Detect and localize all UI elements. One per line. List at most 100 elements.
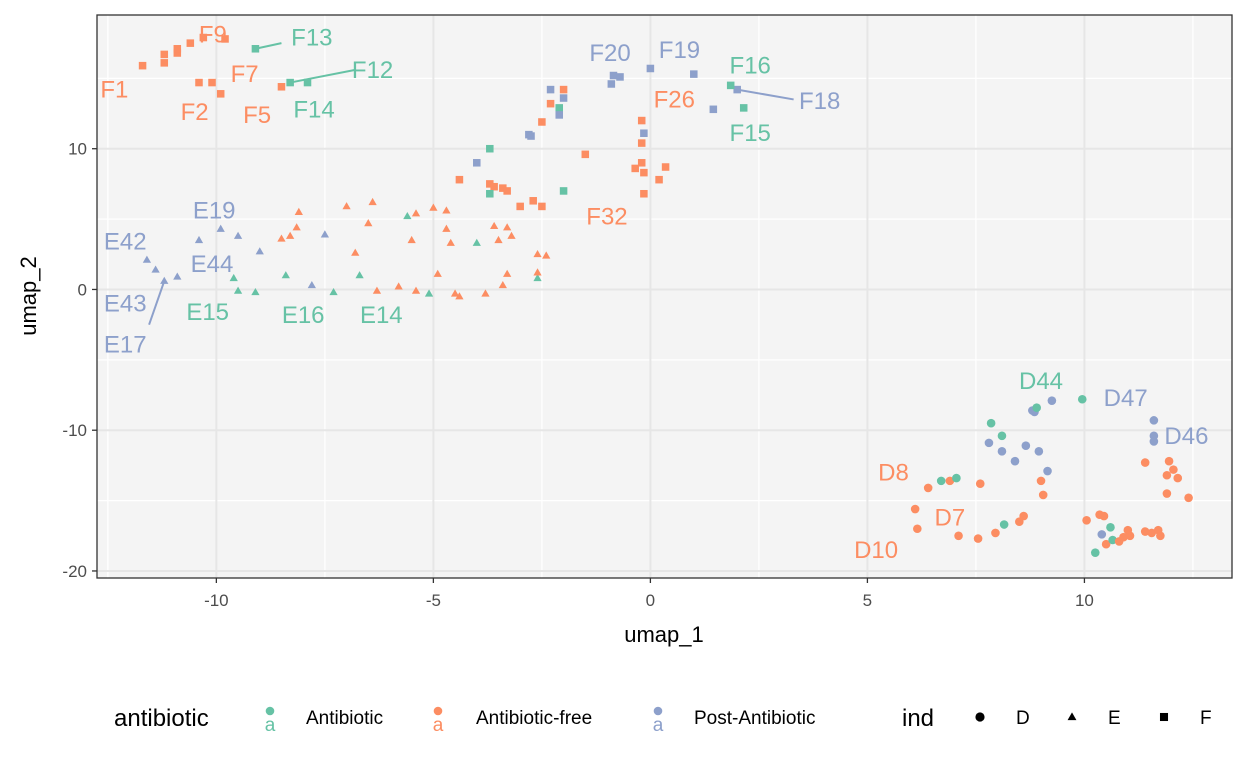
data-point-d bbox=[913, 524, 922, 534]
point-label: D10 bbox=[854, 537, 898, 564]
data-point-d bbox=[923, 483, 933, 493]
data-point-f bbox=[637, 159, 646, 167]
legend-color-label: Antibiotic bbox=[306, 708, 383, 729]
data-point-d bbox=[999, 520, 1009, 529]
data-point-d bbox=[1162, 470, 1172, 480]
data-point-f bbox=[690, 70, 698, 78]
data-point-f bbox=[286, 78, 294, 87]
data-point-d bbox=[1149, 416, 1159, 425]
legend-shape-entries: D E F bbox=[975, 708, 1212, 729]
point-label: F15 bbox=[730, 120, 771, 147]
data-point-d bbox=[1108, 535, 1117, 545]
point-label: F18 bbox=[799, 88, 840, 115]
data-points bbox=[138, 33, 1193, 557]
data-point-f bbox=[555, 104, 564, 112]
data-point-f bbox=[559, 85, 568, 94]
data-point-e bbox=[533, 268, 542, 276]
legend-shape-label: D bbox=[1016, 708, 1030, 729]
point-label: F1 bbox=[100, 77, 128, 104]
data-point-f bbox=[637, 139, 646, 147]
data-point-d bbox=[975, 479, 985, 488]
point-label: F9 bbox=[199, 22, 227, 49]
y-axis-ticks: -20 -10 0 10 bbox=[62, 140, 97, 581]
x-tick-label: -10 bbox=[204, 591, 229, 610]
data-point-f bbox=[655, 175, 663, 184]
data-point-f bbox=[559, 187, 568, 195]
legend-color-label: Post-Antibiotic bbox=[694, 708, 815, 729]
data-point-e bbox=[160, 276, 169, 284]
data-point-d bbox=[952, 473, 961, 483]
data-point-d bbox=[1140, 527, 1150, 536]
data-point-d bbox=[1147, 528, 1157, 538]
legend-shape-label: E bbox=[1108, 708, 1121, 729]
data-point-d bbox=[945, 476, 955, 486]
data-point-f bbox=[186, 39, 195, 47]
data-point-e bbox=[498, 280, 507, 289]
data-point-f bbox=[726, 81, 735, 90]
legend-color-key-dot bbox=[265, 706, 275, 716]
point-label: F26 bbox=[654, 86, 695, 113]
data-point-f bbox=[486, 189, 494, 198]
data-point-e bbox=[442, 224, 451, 232]
data-point-e bbox=[372, 286, 382, 294]
data-point-f bbox=[538, 118, 546, 126]
legend-shape-key-triangle bbox=[1067, 712, 1077, 721]
data-point-f bbox=[516, 202, 524, 211]
data-point-e bbox=[251, 288, 260, 296]
data-point-f bbox=[640, 189, 648, 198]
data-point-e bbox=[481, 289, 490, 297]
data-point-f bbox=[303, 78, 312, 87]
data-point-d bbox=[1099, 511, 1109, 521]
data-point-e bbox=[490, 221, 499, 230]
legend-color-key-dot bbox=[653, 706, 663, 716]
data-point-d bbox=[1101, 539, 1111, 549]
data-point-d bbox=[986, 418, 996, 428]
data-point-e bbox=[494, 235, 503, 244]
data-point-d bbox=[1043, 466, 1052, 476]
point-label: F19 bbox=[659, 37, 700, 64]
data-point-e bbox=[294, 207, 303, 215]
data-point-e bbox=[281, 271, 290, 279]
data-point-f bbox=[486, 180, 494, 188]
data-point-e bbox=[255, 247, 264, 255]
point-label: E42 bbox=[104, 229, 147, 256]
data-point-d bbox=[1019, 511, 1028, 521]
legend-shape-key-circle bbox=[975, 712, 985, 722]
data-point-e bbox=[151, 265, 160, 273]
data-point-e bbox=[503, 223, 512, 231]
data-point-f bbox=[473, 159, 481, 167]
data-point-e bbox=[229, 273, 238, 282]
data-point-f bbox=[609, 71, 618, 80]
data-point-f bbox=[216, 90, 225, 98]
data-point-f bbox=[616, 73, 624, 81]
data-point-d bbox=[1140, 458, 1150, 467]
data-point-d bbox=[1156, 531, 1165, 541]
data-point-d bbox=[1164, 456, 1174, 466]
legend-color-title: antibiotic bbox=[114, 705, 209, 732]
x-axis-title: umap_1 bbox=[624, 622, 704, 647]
data-point-f bbox=[277, 83, 286, 91]
legend-color-entries: a Antibiotic a Antibiotic-free a Post-Antibio… bbox=[265, 706, 815, 736]
data-point-d bbox=[1036, 476, 1046, 486]
data-point-f bbox=[138, 61, 147, 70]
data-point-f bbox=[455, 175, 464, 184]
data-point-e bbox=[307, 280, 316, 289]
data-point-e bbox=[533, 250, 542, 258]
x-tick-label: 5 bbox=[863, 591, 872, 610]
data-point-e bbox=[216, 224, 225, 232]
legend-shape-title: ind bbox=[902, 705, 934, 732]
data-point-e bbox=[394, 282, 403, 290]
label-leader-line bbox=[737, 88, 794, 101]
legend-shape-key-square bbox=[1159, 712, 1169, 722]
point-label: E17 bbox=[104, 331, 147, 358]
point-label: F14 bbox=[293, 96, 334, 123]
data-point-e bbox=[411, 209, 421, 217]
data-point-e bbox=[173, 272, 182, 280]
data-point-d bbox=[991, 528, 1000, 538]
data-point-e bbox=[407, 235, 416, 244]
legend-color-key-glyph: a bbox=[653, 715, 664, 736]
data-point-e bbox=[320, 230, 329, 238]
data-point-d bbox=[1047, 396, 1057, 405]
data-point-e bbox=[233, 231, 243, 239]
data-point-f bbox=[640, 129, 648, 137]
